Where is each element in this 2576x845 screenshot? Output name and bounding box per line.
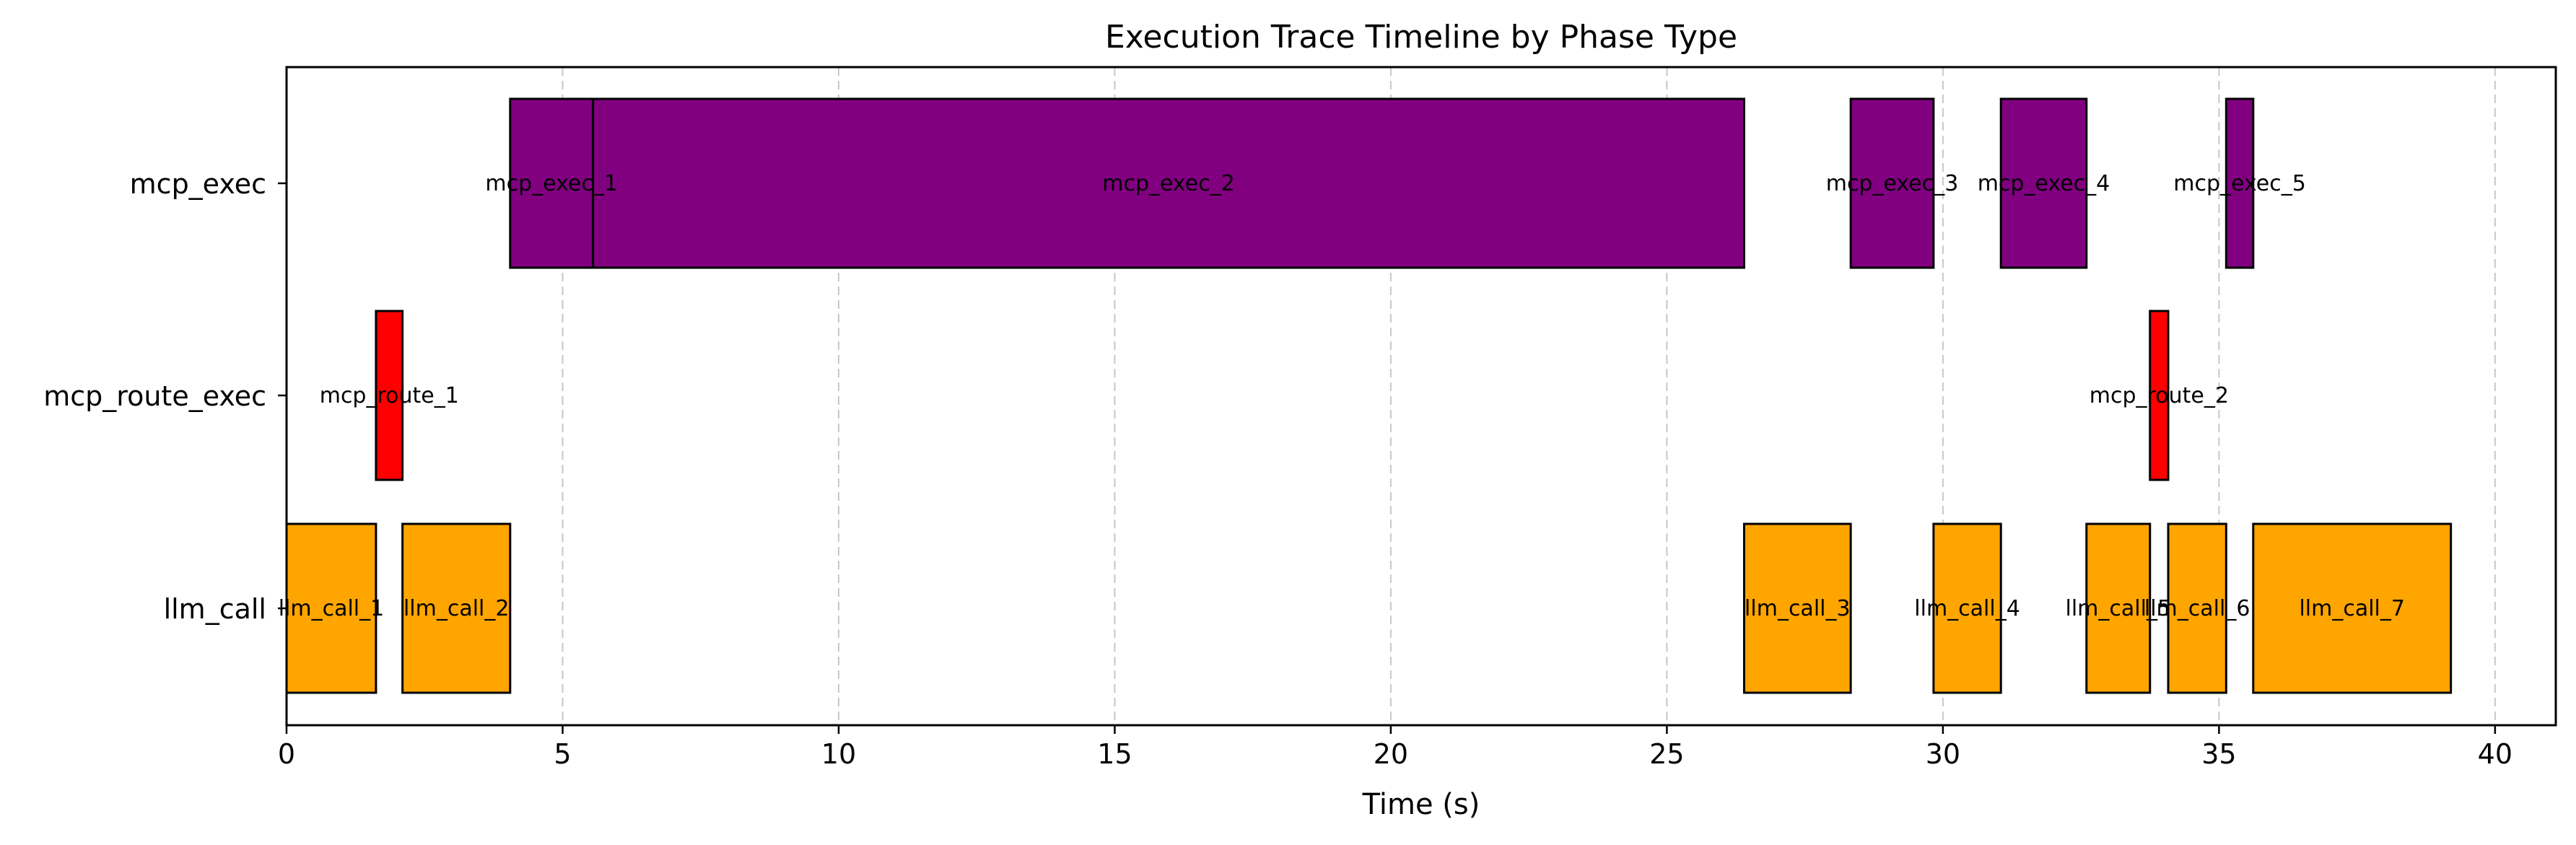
- task-bar: [2224, 97, 2255, 269]
- task-label: llm_call_4: [1914, 596, 2020, 621]
- task-bar: [2252, 522, 2453, 694]
- x-tick-label: 10: [821, 738, 856, 770]
- task-bar: [1932, 522, 2002, 694]
- task-bar: [1743, 522, 1852, 694]
- y-tick-label: mcp_exec: [130, 168, 266, 200]
- task-label: mcp_exec_1: [485, 171, 618, 196]
- task-bar: [1849, 97, 1935, 269]
- task-bar: [2167, 522, 2227, 694]
- x-tick-label: 40: [2478, 738, 2512, 770]
- x-tick-label: 15: [1097, 738, 1132, 770]
- task-label: mcp_exec_4: [1978, 171, 2110, 196]
- task-label: mcp_exec_3: [1826, 171, 1959, 196]
- task-bar: [401, 522, 512, 694]
- x-tick-label: 0: [278, 738, 295, 770]
- x-tick-label: 30: [1926, 738, 1960, 770]
- bars-layer: [285, 97, 2453, 694]
- y-tick-label: mcp_route_exec: [43, 380, 266, 412]
- task-label: mcp_route_2: [2090, 383, 2229, 408]
- task-bar: [2085, 522, 2152, 694]
- task-label: mcp_route_1: [320, 383, 459, 408]
- ticks-layer: 0 5 10 15 20 25 30 35 40mcp_execmcp_route_execll…: [43, 168, 2512, 770]
- x-tick-label: 25: [1649, 738, 1684, 770]
- task-bar: [592, 97, 1746, 269]
- task-bar: [375, 310, 404, 481]
- task-label: mcp_exec_2: [1102, 171, 1235, 196]
- y-tick-label: llm_call: [164, 593, 266, 625]
- task-label: llm_call_1: [279, 596, 385, 621]
- chart-title: Execution Trace Timeline by Phase Type: [1105, 19, 1737, 56]
- x-tick-label: 5: [554, 738, 571, 770]
- x-tick-label: 35: [2201, 738, 2236, 770]
- task-label: llm_call_3: [1745, 596, 1851, 621]
- task-bar: [1999, 97, 2088, 269]
- bar-labels-layer: llm_call_1 mcp_route_1 llm_call_2 mcp_exec_…: [279, 171, 2405, 621]
- task-label: mcp_exec_5: [2173, 171, 2306, 196]
- task-bar: [2149, 310, 2170, 481]
- task-label: llm_call_5: [2066, 596, 2172, 621]
- x-axis-label: Time (s): [1362, 788, 1480, 821]
- task-label: llm_call_2: [403, 596, 510, 621]
- task-label: llm_call_7: [2299, 596, 2405, 621]
- task-label: llm_call_6: [2144, 596, 2250, 621]
- x-tick-label: 20: [1374, 738, 1408, 770]
